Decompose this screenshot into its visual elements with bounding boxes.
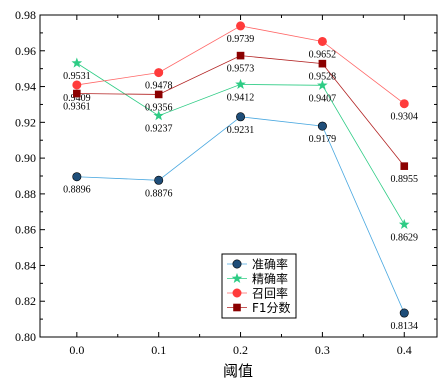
- y-tick-label: 0.92: [15, 115, 36, 129]
- data-point: [317, 36, 327, 46]
- data-label: 0.9531: [63, 71, 91, 82]
- data-label: 0.8896: [63, 185, 91, 196]
- data-label: 0.9237: [145, 124, 173, 135]
- x-tick-label: 0.2: [233, 343, 248, 357]
- legend-label: F1分数: [252, 300, 291, 315]
- data-label: 0.8955: [391, 174, 419, 185]
- data-label: 0.9407: [309, 93, 337, 104]
- series-2: 0.9531 0.9237 0.9412 0.9407 0.8629: [63, 57, 419, 243]
- data-point: [153, 110, 165, 121]
- legend-label: 精确率: [252, 271, 288, 286]
- x-axis-title: 阈值: [223, 362, 253, 380]
- x-tick-label: 0.0: [69, 343, 84, 357]
- data-point: [72, 80, 82, 90]
- data-point: [398, 218, 410, 230]
- data-point: [154, 90, 163, 99]
- x-tick-label: 0.1: [151, 343, 166, 357]
- data-point: [317, 79, 328, 90]
- y-tick-label: 0.80: [15, 330, 36, 344]
- legend-label: 准确率: [252, 257, 288, 272]
- series-3: 0.9409 0.9478 0.9739 0.9652 0.9304: [63, 21, 419, 123]
- data-label: 0.9304: [391, 112, 419, 123]
- data-point: [235, 78, 246, 89]
- data-point: [154, 68, 164, 78]
- data-label: 0.8134: [391, 321, 419, 332]
- data-point: [318, 59, 327, 68]
- data-label: 0.9739: [227, 34, 255, 45]
- data-point: [317, 121, 327, 131]
- legend-label: 召回率: [252, 286, 288, 301]
- x-tick-label: 0.4: [397, 343, 412, 357]
- y-tick-label: 0.86: [15, 223, 36, 237]
- data-point: [236, 112, 246, 122]
- data-point: [71, 57, 83, 68]
- data-label: 0.9652: [309, 49, 337, 60]
- data-point: [399, 99, 409, 109]
- data-point: [73, 89, 81, 98]
- y-tick-label: 0.96: [15, 44, 36, 58]
- legend-marker: [231, 272, 243, 284]
- legend-marker: [232, 288, 242, 298]
- data-label: 0.8876: [145, 188, 173, 199]
- data-point: [236, 51, 245, 60]
- y-tick-label: 0.98: [15, 8, 36, 22]
- data-point: [399, 308, 409, 318]
- data-point: [154, 175, 164, 185]
- data-label: 0.9356: [145, 102, 173, 113]
- data-label: 0.9361: [63, 102, 91, 113]
- data-point: [72, 172, 82, 182]
- data-label: 0.9409: [63, 93, 91, 104]
- y-tick-label: 0.90: [15, 151, 36, 165]
- data-label: 0.8629: [391, 232, 419, 243]
- ticks-layer: 0.80 0.82 0.84 0.86 0.88 0.90 0.92 0.94 0.96 0.98…: [15, 8, 437, 357]
- legend-marker: [232, 259, 242, 269]
- legend-marker: [233, 303, 241, 312]
- series-1: 0.8896 0.8876 0.9231 0.9179 0.8134: [63, 112, 419, 332]
- x-tick-label: 0.3: [315, 343, 330, 357]
- data-point: [400, 162, 409, 170]
- data-label: 0.9478: [145, 81, 173, 92]
- y-tick-label: 0.82: [15, 294, 36, 308]
- series-4: 0.9361 0.9356 0.9573 0.9528 0.8955: [63, 51, 419, 185]
- data-label: 0.9412: [227, 92, 255, 103]
- data-label: 0.9231: [227, 125, 255, 136]
- data-label: 0.9179: [309, 134, 337, 145]
- data-label: 0.9528: [309, 72, 337, 83]
- y-tick-label: 0.84: [15, 258, 36, 272]
- data-point: [236, 21, 246, 31]
- y-tick-label: 0.94: [15, 80, 36, 94]
- data-label: 0.9573: [227, 64, 255, 75]
- series-layer: 0.8896 0.8876 0.9231 0.9179 0.8134 0.9531 0.92…: [63, 21, 419, 332]
- y-tick-label: 0.88: [15, 187, 36, 201]
